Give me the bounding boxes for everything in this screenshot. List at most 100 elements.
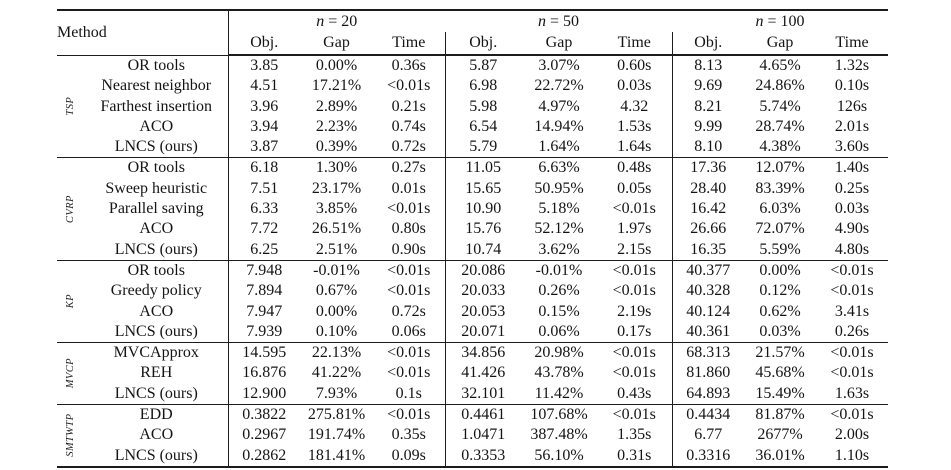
value-cell: 7.948 bbox=[228, 259, 300, 282]
value-cell: 4.97% bbox=[538, 97, 580, 115]
value-cell: 12.07% bbox=[744, 157, 817, 179]
value-cell: 1.32s bbox=[816, 54, 889, 77]
value-cell: 7.894 bbox=[246, 282, 283, 300]
value-cell: <0.01s bbox=[612, 364, 656, 382]
value-cell: 20.033 bbox=[444, 281, 521, 302]
method-cell: LNCS (ours) bbox=[85, 445, 229, 467]
table-row: ACO 7.947 0.00% 0.72s 20.053 0.15% 2.19s 40.124… bbox=[57, 301, 888, 322]
value-cell: 0.36s bbox=[373, 54, 445, 77]
value-cell: 22.13% bbox=[300, 342, 373, 364]
method-cell: LNCS (ours) bbox=[85, 321, 229, 343]
method-cell: MVCApprox bbox=[85, 342, 229, 364]
value-cell: 2.51% bbox=[315, 240, 358, 258]
sub-header-gap: Gap bbox=[300, 32, 373, 56]
value-cell: 191.74% bbox=[307, 426, 366, 444]
value-cell: 1.64% bbox=[538, 138, 580, 156]
value-cell: 6.33 bbox=[250, 200, 279, 218]
method-cell: LNCS (ours) bbox=[85, 383, 229, 405]
value-cell: 1.40s bbox=[816, 157, 889, 179]
value-cell: 387.48% bbox=[530, 426, 588, 444]
value-cell: 22.72% bbox=[534, 77, 584, 95]
sub-header-obj: Obj. bbox=[671, 32, 745, 56]
table-row: Nearest neighbor 4.51 17.21% <0.01s 6.98 22.7… bbox=[57, 76, 888, 97]
value-cell: 0.05s bbox=[617, 179, 652, 197]
table-row: ACO 0.2967 191.74% 0.35s 1.0471 387.48% 1.35s 6… bbox=[57, 425, 888, 446]
value-cell: 0.2967 bbox=[242, 426, 287, 444]
col-group-header: n = 50 bbox=[445, 10, 672, 32]
value-cell: 3.94 bbox=[250, 117, 279, 135]
problem-group-label: TSP bbox=[64, 97, 76, 116]
value-cell: 81.87% bbox=[744, 404, 817, 426]
value-cell: 7.939 bbox=[246, 322, 283, 340]
value-cell: 1.0471 bbox=[444, 425, 521, 446]
n-value: = 50 bbox=[549, 13, 580, 30]
problem-group-label: CVRP bbox=[64, 195, 76, 224]
method-cell: OR tools bbox=[85, 259, 229, 282]
n-value: = 20 bbox=[328, 13, 358, 30]
value-cell: 1.35s bbox=[617, 426, 652, 444]
problem-group-label: SMTWTP bbox=[64, 413, 76, 458]
value-cell: 181.41% bbox=[307, 446, 366, 464]
value-cell: 7.947 bbox=[246, 302, 283, 320]
value-cell: 1.53s bbox=[617, 117, 652, 135]
value-cell: 9.99 bbox=[671, 116, 745, 138]
value-cell: 2677% bbox=[757, 426, 803, 444]
value-cell: 0.35s bbox=[391, 426, 426, 444]
value-cell: 0.01s bbox=[391, 179, 426, 197]
value-cell: <0.01s bbox=[373, 404, 445, 426]
value-cell: <0.01s bbox=[816, 259, 889, 282]
value-cell: 12.900 bbox=[242, 384, 287, 402]
sub-header-obj: Obj. bbox=[228, 32, 300, 56]
n-variable: n bbox=[755, 13, 764, 30]
value-cell: 14.94% bbox=[534, 117, 584, 135]
value-cell: 0.00% bbox=[315, 302, 358, 320]
value-cell: 6.63% bbox=[521, 157, 597, 179]
value-cell: 21.57% bbox=[744, 342, 817, 364]
sub-header-gap: Gap bbox=[521, 32, 597, 56]
value-cell: 0.03s bbox=[617, 77, 652, 95]
value-cell: 0.4461 bbox=[444, 404, 521, 426]
method-cell: Nearest neighbor bbox=[85, 76, 229, 97]
n-variable: n bbox=[537, 13, 546, 30]
value-cell: 1.10s bbox=[834, 446, 870, 464]
value-cell: 4.32 bbox=[620, 97, 649, 115]
method-cell: ACO bbox=[85, 116, 229, 138]
value-cell: 0.10% bbox=[315, 322, 358, 340]
group-label-cell: MVCP bbox=[57, 342, 85, 405]
value-cell: 2.19s bbox=[617, 302, 652, 320]
value-cell: 275.81% bbox=[300, 404, 373, 426]
method-cell: REH bbox=[85, 363, 229, 384]
value-cell: 20.98% bbox=[521, 342, 597, 364]
n-variable: n bbox=[316, 13, 325, 30]
value-cell: 4.90s bbox=[834, 220, 870, 238]
value-cell: 3.60s bbox=[834, 138, 870, 156]
value-cell: 16.876 bbox=[242, 364, 287, 382]
value-cell: 1.64s bbox=[617, 138, 652, 156]
value-cell: 1.97s bbox=[617, 220, 652, 238]
value-cell: 4.80s bbox=[834, 240, 870, 258]
value-cell: 0.00% bbox=[300, 54, 373, 77]
value-cell: 40.124 bbox=[671, 301, 745, 322]
table-row: REH 16.876 41.22% <0.01s 41.426 43.78% <0.01s 8… bbox=[57, 363, 888, 384]
value-cell: <0.01s bbox=[816, 404, 889, 426]
value-cell: 28.74% bbox=[755, 117, 805, 135]
table-row: LNCS (ours) 12.900 7.93% 0.1s 32.101 11.42% 0.… bbox=[57, 383, 888, 405]
value-cell: 7.93% bbox=[315, 384, 358, 402]
value-cell: 40.377 bbox=[671, 259, 745, 282]
value-cell: 3.07% bbox=[521, 54, 597, 77]
value-cell: 26.66 bbox=[671, 219, 745, 240]
value-cell: <0.01s bbox=[387, 77, 431, 95]
value-cell: 34.856 bbox=[444, 342, 521, 364]
value-cell: 0.74s bbox=[391, 117, 426, 135]
value-cell: 7.72 bbox=[250, 220, 279, 238]
table-row: TSP OR tools 3.85 0.00% 0.36s 5.87 3.07% 0.60s 8… bbox=[57, 54, 889, 158]
value-cell: 43.78% bbox=[534, 364, 584, 382]
problem-group-label: MVCP bbox=[64, 358, 76, 389]
value-cell: 11.42% bbox=[534, 384, 584, 402]
value-cell: <0.01s bbox=[373, 342, 445, 364]
table-row: LNCS (ours) 0.2862 181.41% 0.09s 0.3353 56.10… bbox=[57, 445, 888, 467]
value-cell: 3.85 bbox=[228, 54, 300, 77]
col-group-header: n = 100 bbox=[672, 10, 888, 32]
value-cell: 81.860 bbox=[671, 363, 745, 384]
value-cell: 2.00s bbox=[834, 426, 870, 444]
